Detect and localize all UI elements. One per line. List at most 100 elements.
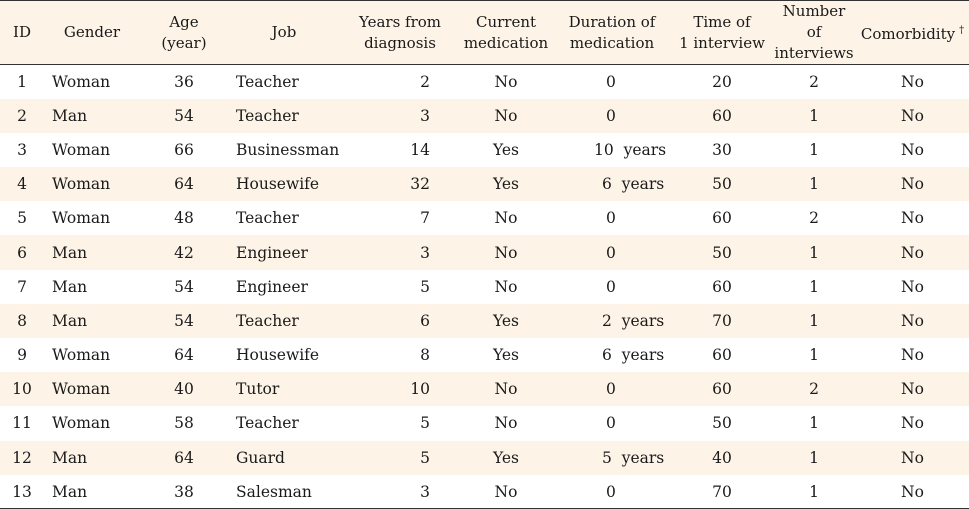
header-med-line1: Current <box>475 12 537 31</box>
header-num-line2: interviews <box>774 44 854 62</box>
cell-duration: 2 years <box>602 311 665 330</box>
cell-id: 1 <box>17 72 27 91</box>
table-row: 2 Man 54 Teacher 3 No 0 60 1 No <box>0 98 969 133</box>
header-time-line2: 1 interview <box>679 33 765 52</box>
header-age: Age (year) <box>140 1 228 65</box>
cell-id: 5 <box>17 209 27 228</box>
cell-current-medication: No <box>494 72 518 91</box>
cell-current-medication: Yes <box>492 140 519 159</box>
cell-gender: Man <box>52 448 88 467</box>
cell-years-from-diagnosis: 10 <box>410 380 430 399</box>
cell-id: 3 <box>17 140 27 159</box>
cell-time: 60 <box>712 209 732 228</box>
cell-comorbidity: No <box>901 243 924 262</box>
header-years-line2: diagnosis <box>364 33 436 52</box>
cell-comorbidity: No <box>901 346 924 365</box>
header-job-label: Job <box>271 23 297 41</box>
cell-current-medication: Yes <box>492 346 519 365</box>
cell-comorbidity: No <box>901 209 924 228</box>
cell-years-from-diagnosis: 3 <box>420 482 430 501</box>
cell-id: 10 <box>12 380 32 399</box>
cell-number: 2 <box>809 380 819 399</box>
cell-duration: 0 <box>606 106 616 125</box>
cell-id: 8 <box>17 311 27 330</box>
header-id-label: ID <box>13 23 31 41</box>
cell-age: 66 <box>174 140 194 159</box>
cell-gender: Woman <box>52 346 111 365</box>
cell-number: 1 <box>809 175 819 194</box>
cell-years-from-diagnosis: 8 <box>420 346 430 365</box>
cell-comorbidity: No <box>901 140 924 159</box>
cell-age: 48 <box>174 209 194 228</box>
table-row: 9 Woman 64 Housewife 8 Yes 6 years 60 1 No <box>0 338 969 372</box>
cell-job: Salesman <box>236 482 312 501</box>
cell-gender: Man <box>52 106 88 125</box>
cell-age: 54 <box>174 311 194 330</box>
header-years-line1: Years from <box>358 12 442 31</box>
cell-job: Housewife <box>236 346 320 365</box>
header-years-from-diagnosis: Years from diagnosis <box>340 1 460 65</box>
table-row: 5 Woman 48 Teacher 7 No 0 60 2 No <box>0 201 969 235</box>
header-dur-line1: Duration of <box>568 12 656 31</box>
cell-age: 64 <box>174 448 194 467</box>
cell-duration: 0 <box>606 209 616 228</box>
cell-number: 1 <box>809 140 819 159</box>
header-gender: Gender <box>44 1 140 65</box>
cell-years-from-diagnosis: 5 <box>420 448 430 467</box>
cell-number: 1 <box>809 482 819 501</box>
header-age-line2: (year) <box>161 33 207 52</box>
header-comorbidity-label: Comorbidity <box>860 25 956 43</box>
header-number-of-interviews: Number of interviews <box>772 1 856 65</box>
table-row: 7 Man 54 Engineer 5 No 0 60 1 No <box>0 270 969 304</box>
cell-current-medication: No <box>494 209 518 228</box>
cell-current-medication: Yes <box>492 311 519 330</box>
cell-duration: 5 years <box>602 448 665 467</box>
header-duration-of-medication: Duration of medication <box>552 1 672 65</box>
cell-current-medication: No <box>494 482 518 501</box>
cell-number: 2 <box>809 209 819 228</box>
header-dur-line2: medication <box>569 33 655 52</box>
cell-age: 38 <box>174 482 194 501</box>
cell-gender: Woman <box>52 140 111 159</box>
cell-comorbidity: No <box>901 106 924 125</box>
cell-time: 70 <box>712 311 732 330</box>
cell-gender: Woman <box>52 380 111 399</box>
cell-gender: Woman <box>52 72 111 91</box>
cell-years-from-diagnosis: 6 <box>420 311 430 330</box>
table-row: 4 Woman 64 Housewife 32 Yes 6 years 50 1 No <box>0 167 969 202</box>
cell-gender: Man <box>52 482 88 501</box>
cell-comorbidity: No <box>901 175 924 194</box>
cell-time: 60 <box>712 106 732 125</box>
cell-job: Teacher <box>236 72 299 91</box>
cell-comorbidity: No <box>901 311 924 330</box>
cell-current-medication: Yes <box>492 448 519 467</box>
cell-time: 60 <box>712 380 732 399</box>
header-med-line2: medication <box>463 33 549 52</box>
cell-job: Teacher <box>236 106 299 125</box>
cell-years-from-diagnosis: 32 <box>410 175 430 194</box>
header-time-of-interview: Time of 1 interview <box>672 1 772 65</box>
cell-job: Teacher <box>236 209 299 228</box>
table-row: 6 Man 42 Engineer 3 No 0 50 1 No <box>0 235 969 270</box>
cell-years-from-diagnosis: 2 <box>420 72 430 91</box>
header-id: ID <box>0 1 44 65</box>
cell-time: 70 <box>712 482 732 501</box>
cell-number: 1 <box>809 346 819 365</box>
cell-years-from-diagnosis: 3 <box>420 106 430 125</box>
cell-id: 12 <box>12 448 32 467</box>
cell-age: 64 <box>174 346 194 365</box>
cell-duration: 0 <box>606 380 616 399</box>
cell-duration: 0 <box>606 243 616 262</box>
table-row: 1 Woman 36 Teacher 2 No 0 20 2 No <box>0 65 969 99</box>
cell-number: 2 <box>809 72 819 91</box>
table-row: 10 Woman 40 Tutor 10 No 0 60 2 No <box>0 372 969 407</box>
cell-gender: Man <box>52 277 88 296</box>
cell-job: Engineer <box>236 243 308 262</box>
cell-job: Guard <box>236 448 285 467</box>
cell-years-from-diagnosis: 5 <box>420 414 430 433</box>
cell-time: 30 <box>712 140 732 159</box>
cell-years-from-diagnosis: 3 <box>420 243 430 262</box>
cell-years-from-diagnosis: 5 <box>420 277 430 296</box>
cell-id: 13 <box>12 482 32 501</box>
